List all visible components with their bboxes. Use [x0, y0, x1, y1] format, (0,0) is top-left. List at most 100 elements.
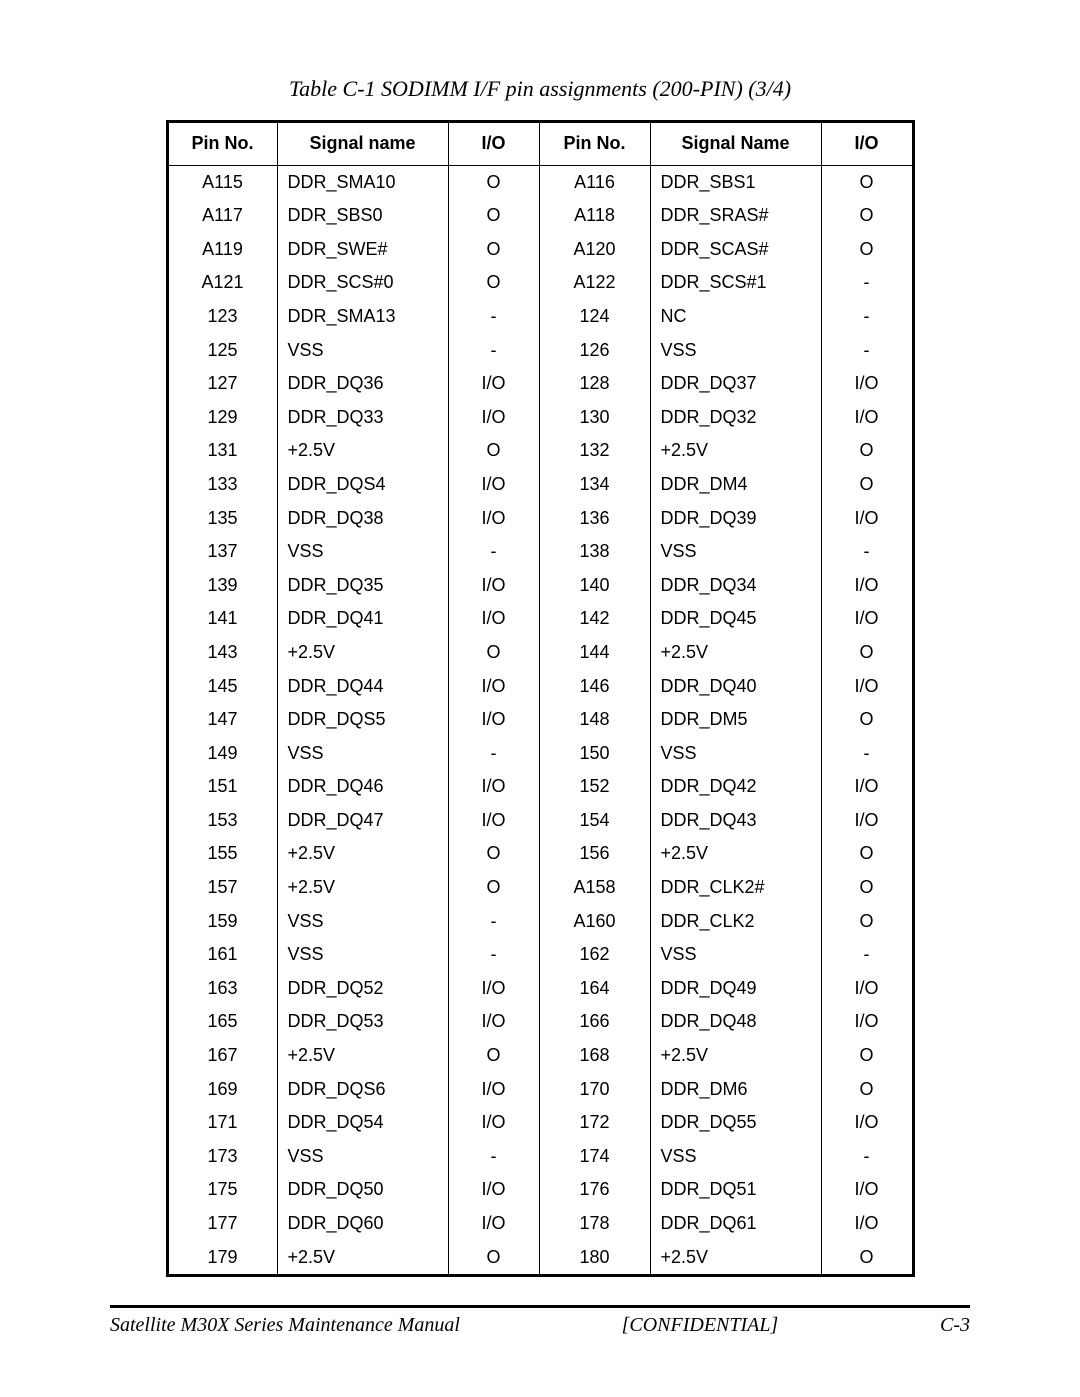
table-cell: 140	[539, 569, 650, 603]
table-cell: DDR_CLK2	[650, 905, 821, 939]
table-cell: -	[821, 737, 913, 771]
table-cell: -	[821, 334, 913, 368]
table-cell: VSS	[650, 938, 821, 972]
table-cell: 144	[539, 636, 650, 670]
footer-line: Satellite M30X Series Maintenance Manual…	[110, 1314, 970, 1337]
table-cell: DDR_DQ55	[650, 1106, 821, 1140]
table-row: 155+2.5VO156+2.5VO	[167, 837, 913, 871]
table-cell: DDR_DM6	[650, 1073, 821, 1107]
table-cell: -	[821, 938, 913, 972]
table-cell: +2.5V	[277, 1039, 448, 1073]
table-cell: I/O	[821, 972, 913, 1006]
table-row: 169DDR_DQS6I/O170DDR_DM6O	[167, 1073, 913, 1107]
table-cell: DDR_CLK2#	[650, 871, 821, 905]
table-cell: -	[448, 737, 539, 771]
table-row: A121DDR_SCS#0OA122DDR_SCS#1-	[167, 266, 913, 300]
table-cell: DDR_DQ60	[277, 1207, 448, 1241]
table-cell: DDR_DM5	[650, 703, 821, 737]
table-cell: O	[448, 871, 539, 905]
table-cell: O	[821, 636, 913, 670]
table-cell: I/O	[448, 1106, 539, 1140]
table-row: 129DDR_DQ33I/O130DDR_DQ32I/O	[167, 401, 913, 435]
header-signal-name-2: Signal Name	[650, 122, 821, 166]
footer-right: C-3	[940, 1314, 970, 1337]
table-caption: Table C-1 SODIMM I/F pin assignments (20…	[110, 76, 970, 102]
table-cell: O	[821, 199, 913, 233]
table-cell: 174	[539, 1140, 650, 1174]
table-row: 177DDR_DQ60I/O178DDR_DQ61I/O	[167, 1207, 913, 1241]
table-cell: +2.5V	[277, 636, 448, 670]
table-cell: 142	[539, 602, 650, 636]
table-cell: VSS	[277, 334, 448, 368]
table-row: 165DDR_DQ53I/O166DDR_DQ48I/O	[167, 1005, 913, 1039]
table-cell: O	[821, 1039, 913, 1073]
table-cell: DDR_SCS#1	[650, 266, 821, 300]
table-cell: 180	[539, 1241, 650, 1276]
table-cell: I/O	[448, 1005, 539, 1039]
table-cell: +2.5V	[650, 1241, 821, 1276]
table-cell: +2.5V	[277, 434, 448, 468]
table-cell: -	[821, 266, 913, 300]
table-cell: A121	[167, 266, 277, 300]
table-cell: 135	[167, 502, 277, 536]
table-cell: VSS	[277, 938, 448, 972]
table-cell: 152	[539, 770, 650, 804]
table-cell: I/O	[821, 804, 913, 838]
table-cell: O	[448, 266, 539, 300]
table-cell: DDR_DQS5	[277, 703, 448, 737]
table-cell: I/O	[448, 804, 539, 838]
table-cell: O	[821, 905, 913, 939]
table-row: 127DDR_DQ36I/O128DDR_DQ37I/O	[167, 367, 913, 401]
table-cell: A158	[539, 871, 650, 905]
table-cell: I/O	[821, 770, 913, 804]
table-row: 159VSS-A160DDR_CLK2O	[167, 905, 913, 939]
table-cell: 125	[167, 334, 277, 368]
table-cell: O	[821, 165, 913, 199]
table-cell: DDR_DQ36	[277, 367, 448, 401]
table-cell: 169	[167, 1073, 277, 1107]
footer-left: Satellite M30X Series Maintenance Manual	[110, 1314, 460, 1337]
header-io-1: I/O	[448, 122, 539, 166]
table-cell: 159	[167, 905, 277, 939]
table-cell: A119	[167, 233, 277, 267]
table-cell: DDR_DQ61	[650, 1207, 821, 1241]
header-pin-no-1: Pin No.	[167, 122, 277, 166]
table-row: A119DDR_SWE#OA120DDR_SCAS#O	[167, 233, 913, 267]
table-cell: I/O	[448, 972, 539, 1006]
table-cell: 157	[167, 871, 277, 905]
table-cell: 173	[167, 1140, 277, 1174]
table-cell: DDR_DQ44	[277, 670, 448, 704]
table-cell: I/O	[448, 569, 539, 603]
table-cell: 139	[167, 569, 277, 603]
table-row: 175DDR_DQ50I/O176DDR_DQ51I/O	[167, 1173, 913, 1207]
table-cell: DDR_DQ32	[650, 401, 821, 435]
table-row: 173VSS-174VSS-	[167, 1140, 913, 1174]
table-cell: O	[448, 199, 539, 233]
table-row: 163DDR_DQ52I/O164DDR_DQ49I/O	[167, 972, 913, 1006]
table-cell: 134	[539, 468, 650, 502]
table-cell: I/O	[448, 703, 539, 737]
table-cell: DDR_DQ37	[650, 367, 821, 401]
table-cell: O	[448, 233, 539, 267]
table-cell: I/O	[821, 367, 913, 401]
table-cell: DDR_DQ53	[277, 1005, 448, 1039]
table-cell: 150	[539, 737, 650, 771]
table-cell: 165	[167, 1005, 277, 1039]
table-cell: DDR_DQ39	[650, 502, 821, 536]
table-cell: O	[821, 1073, 913, 1107]
table-cell: DDR_DQ47	[277, 804, 448, 838]
table-cell: 129	[167, 401, 277, 435]
table-cell: O	[448, 837, 539, 871]
table-cell: DDR_DQ48	[650, 1005, 821, 1039]
table-cell: I/O	[821, 1106, 913, 1140]
table-cell: 163	[167, 972, 277, 1006]
table-cell: 130	[539, 401, 650, 435]
pin-assignment-table: Pin No. Signal name I/O Pin No. Signal N…	[166, 120, 915, 1277]
table-cell: O	[448, 1241, 539, 1276]
table-cell: VSS	[650, 535, 821, 569]
table-cell: 155	[167, 837, 277, 871]
table-row: 139DDR_DQ35I/O140DDR_DQ34I/O	[167, 569, 913, 603]
table-cell: O	[821, 703, 913, 737]
table-cell: 123	[167, 300, 277, 334]
table-cell: DDR_SWE#	[277, 233, 448, 267]
